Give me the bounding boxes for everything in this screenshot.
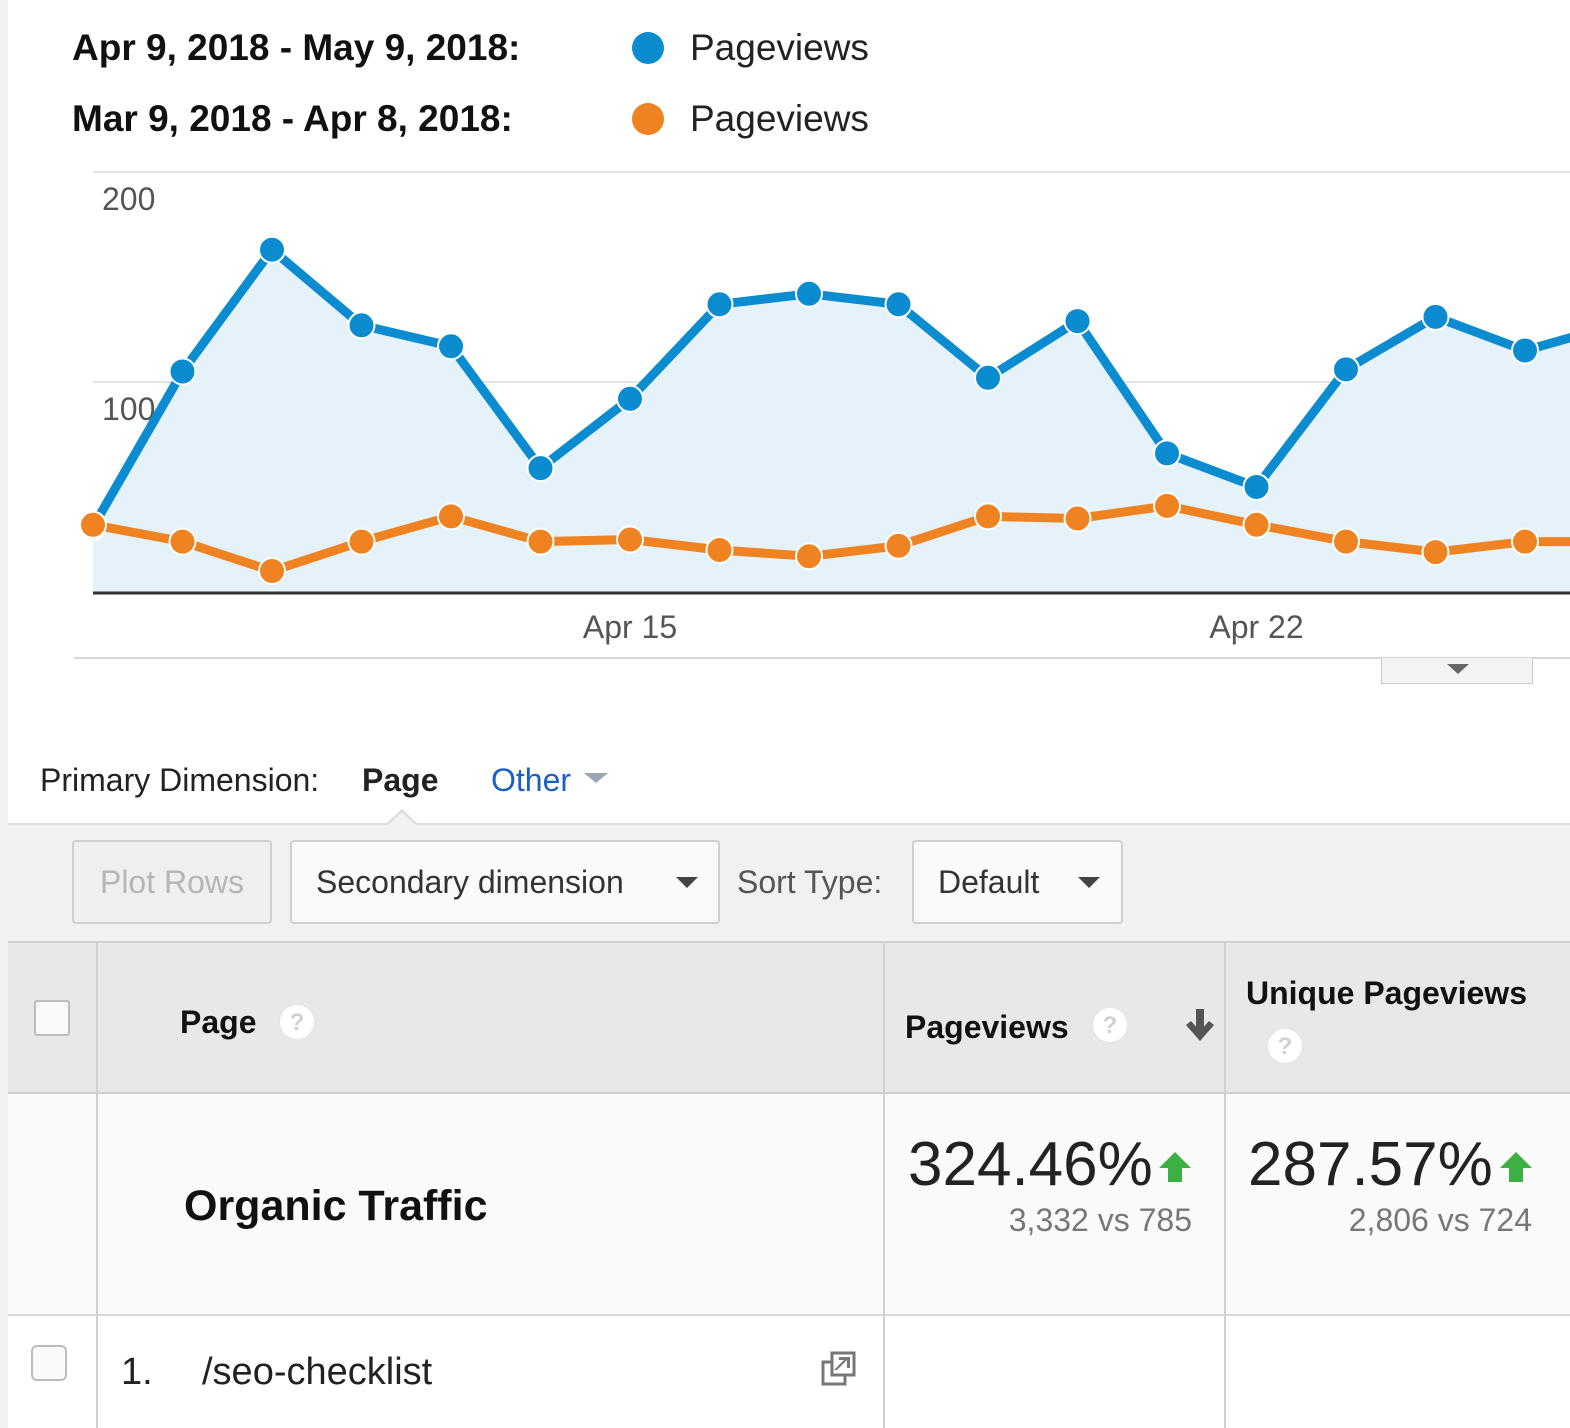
series-line-current [89,245,1570,530]
data-point-current[interactable] [1153,439,1181,468]
select-all-checkbox[interactable] [34,1000,70,1036]
left-edge [0,0,8,1428]
help-icon[interactable]: ? [1266,1027,1304,1065]
x-tick-label: Apr 15 [583,609,677,645]
primary-dimension-other[interactable]: Other [491,762,572,798]
data-point-previous[interactable] [1063,504,1092,533]
pageviews-change-percent: 324.46% [908,1130,1153,1199]
arrow-up-icon [1500,1152,1532,1182]
data-point-current[interactable] [347,311,376,340]
caret-down-icon [676,877,698,888]
data-point-current[interactable] [795,279,823,308]
chart-divider [74,657,1570,659]
table-row[interactable]: 1. /seo-checklist [8,1316,1570,1428]
unique-pageviews-comparison: 2,806 vs 724 [1348,1202,1532,1238]
arrow-up-icon [1159,1152,1191,1182]
primary-dimension-page[interactable]: Page [362,762,439,798]
data-point-current[interactable] [1511,336,1539,365]
pageviews-comparison: 3,332 vs 785 [1008,1202,1192,1238]
secondary-dimension-dropdown[interactable]: Secondary dimension [290,840,720,924]
x-tick-label: Apr 22 [1209,609,1303,645]
data-point-previous[interactable] [1242,510,1271,539]
data-point-previous[interactable] [437,502,465,531]
data-point-previous[interactable] [1421,538,1450,567]
data-table: Page ? Pageviews ? Unique Pageviews ? Or… [8,941,1570,1428]
legend-current-period: Apr 9, 2018 - May 9, 2018: Pageviews [72,23,972,73]
legend-label-previous: Pageviews [690,98,869,139]
sort-type-label: Sort Type: [737,864,883,900]
data-point-previous[interactable] [1332,527,1360,556]
data-point-previous[interactable] [616,525,644,554]
data-point-current[interactable] [1063,307,1092,336]
header-unique-pageviews[interactable]: Unique Pageviews [1246,975,1527,1011]
data-point-previous[interactable] [795,542,823,571]
data-point-current[interactable] [526,454,555,483]
header-pageviews[interactable]: Pageviews [905,1009,1069,1045]
data-point-previous[interactable] [974,502,1002,531]
series-area-current [93,249,1570,592]
help-icon[interactable]: ? [1091,1006,1129,1044]
legend-label-current: Pageviews [690,27,869,68]
data-point-current[interactable] [437,332,465,361]
caret-down-icon [1078,877,1100,888]
data-point-current[interactable] [1332,355,1360,384]
row-index: 1. [121,1351,153,1393]
data-point-current[interactable] [705,290,734,319]
sort-descending-icon[interactable] [1180,1005,1220,1045]
data-point-current[interactable] [168,357,197,386]
pageviews-line-chart[interactable]: 200 100 Apr 15 Apr 22 [0,160,1570,655]
caret-down-icon [584,773,608,783]
row-page-link[interactable]: /seo-checklist [202,1351,433,1393]
legend-range-current: Apr 9, 2018 - May 9, 2018: [72,27,521,68]
secondary-dimension-label: Secondary dimension [316,864,624,900]
data-point-previous[interactable] [1511,527,1539,556]
chevron-down-icon [1447,664,1469,674]
data-point-previous[interactable] [168,527,197,556]
data-point-previous[interactable] [1153,491,1181,520]
header-page[interactable]: Page [180,1004,257,1040]
data-point-previous[interactable] [258,557,286,585]
data-point-current[interactable] [974,363,1002,392]
legend-range-previous: Mar 9, 2018 - Apr 8, 2018: [72,98,513,139]
data-point-current[interactable] [1242,473,1271,501]
data-point-previous[interactable] [705,536,734,564]
plot-rows-button[interactable]: Plot Rows [72,840,272,924]
data-point-previous[interactable] [347,527,376,556]
help-icon[interactable]: ? [278,1003,316,1041]
legend-dot-current [632,32,664,64]
selection-pointer-fill [388,812,416,825]
column-divider [1224,941,1226,1428]
y-tick-label: 200 [102,181,155,217]
data-point-previous[interactable] [884,531,913,560]
row-checkbox[interactable] [31,1345,67,1381]
primary-dimension-label: Primary Dimension: [40,762,320,798]
column-divider [883,941,885,1428]
data-point-previous[interactable] [526,527,555,556]
open-in-new-icon[interactable] [820,1350,858,1388]
column-divider [96,941,98,1428]
data-point-current[interactable] [1421,302,1450,331]
data-point-previous[interactable] [79,510,107,539]
summary-label: Organic Traffic [184,1182,488,1230]
legend-previous-period: Mar 9, 2018 - Apr 8, 2018: Pageviews [72,94,972,144]
data-point-current[interactable] [258,235,286,264]
sort-type-value: Default [938,864,1040,900]
series-line-previous [92,501,1570,576]
unique-pageviews-change-percent: 287.57% [1248,1130,1493,1199]
legend-dot-previous [632,103,664,135]
data-point-current[interactable] [884,290,913,319]
chart-expand-toggle[interactable] [1381,658,1533,684]
y-tick-label: 100 [102,391,155,427]
summary-row: Organic Traffic 324.46% 3,332 vs 785 287… [8,1094,1570,1316]
table-header: Page ? Pageviews ? Unique Pageviews ? [8,941,1570,1094]
sort-type-dropdown[interactable]: Default [912,840,1123,924]
data-point-current[interactable] [616,384,644,413]
